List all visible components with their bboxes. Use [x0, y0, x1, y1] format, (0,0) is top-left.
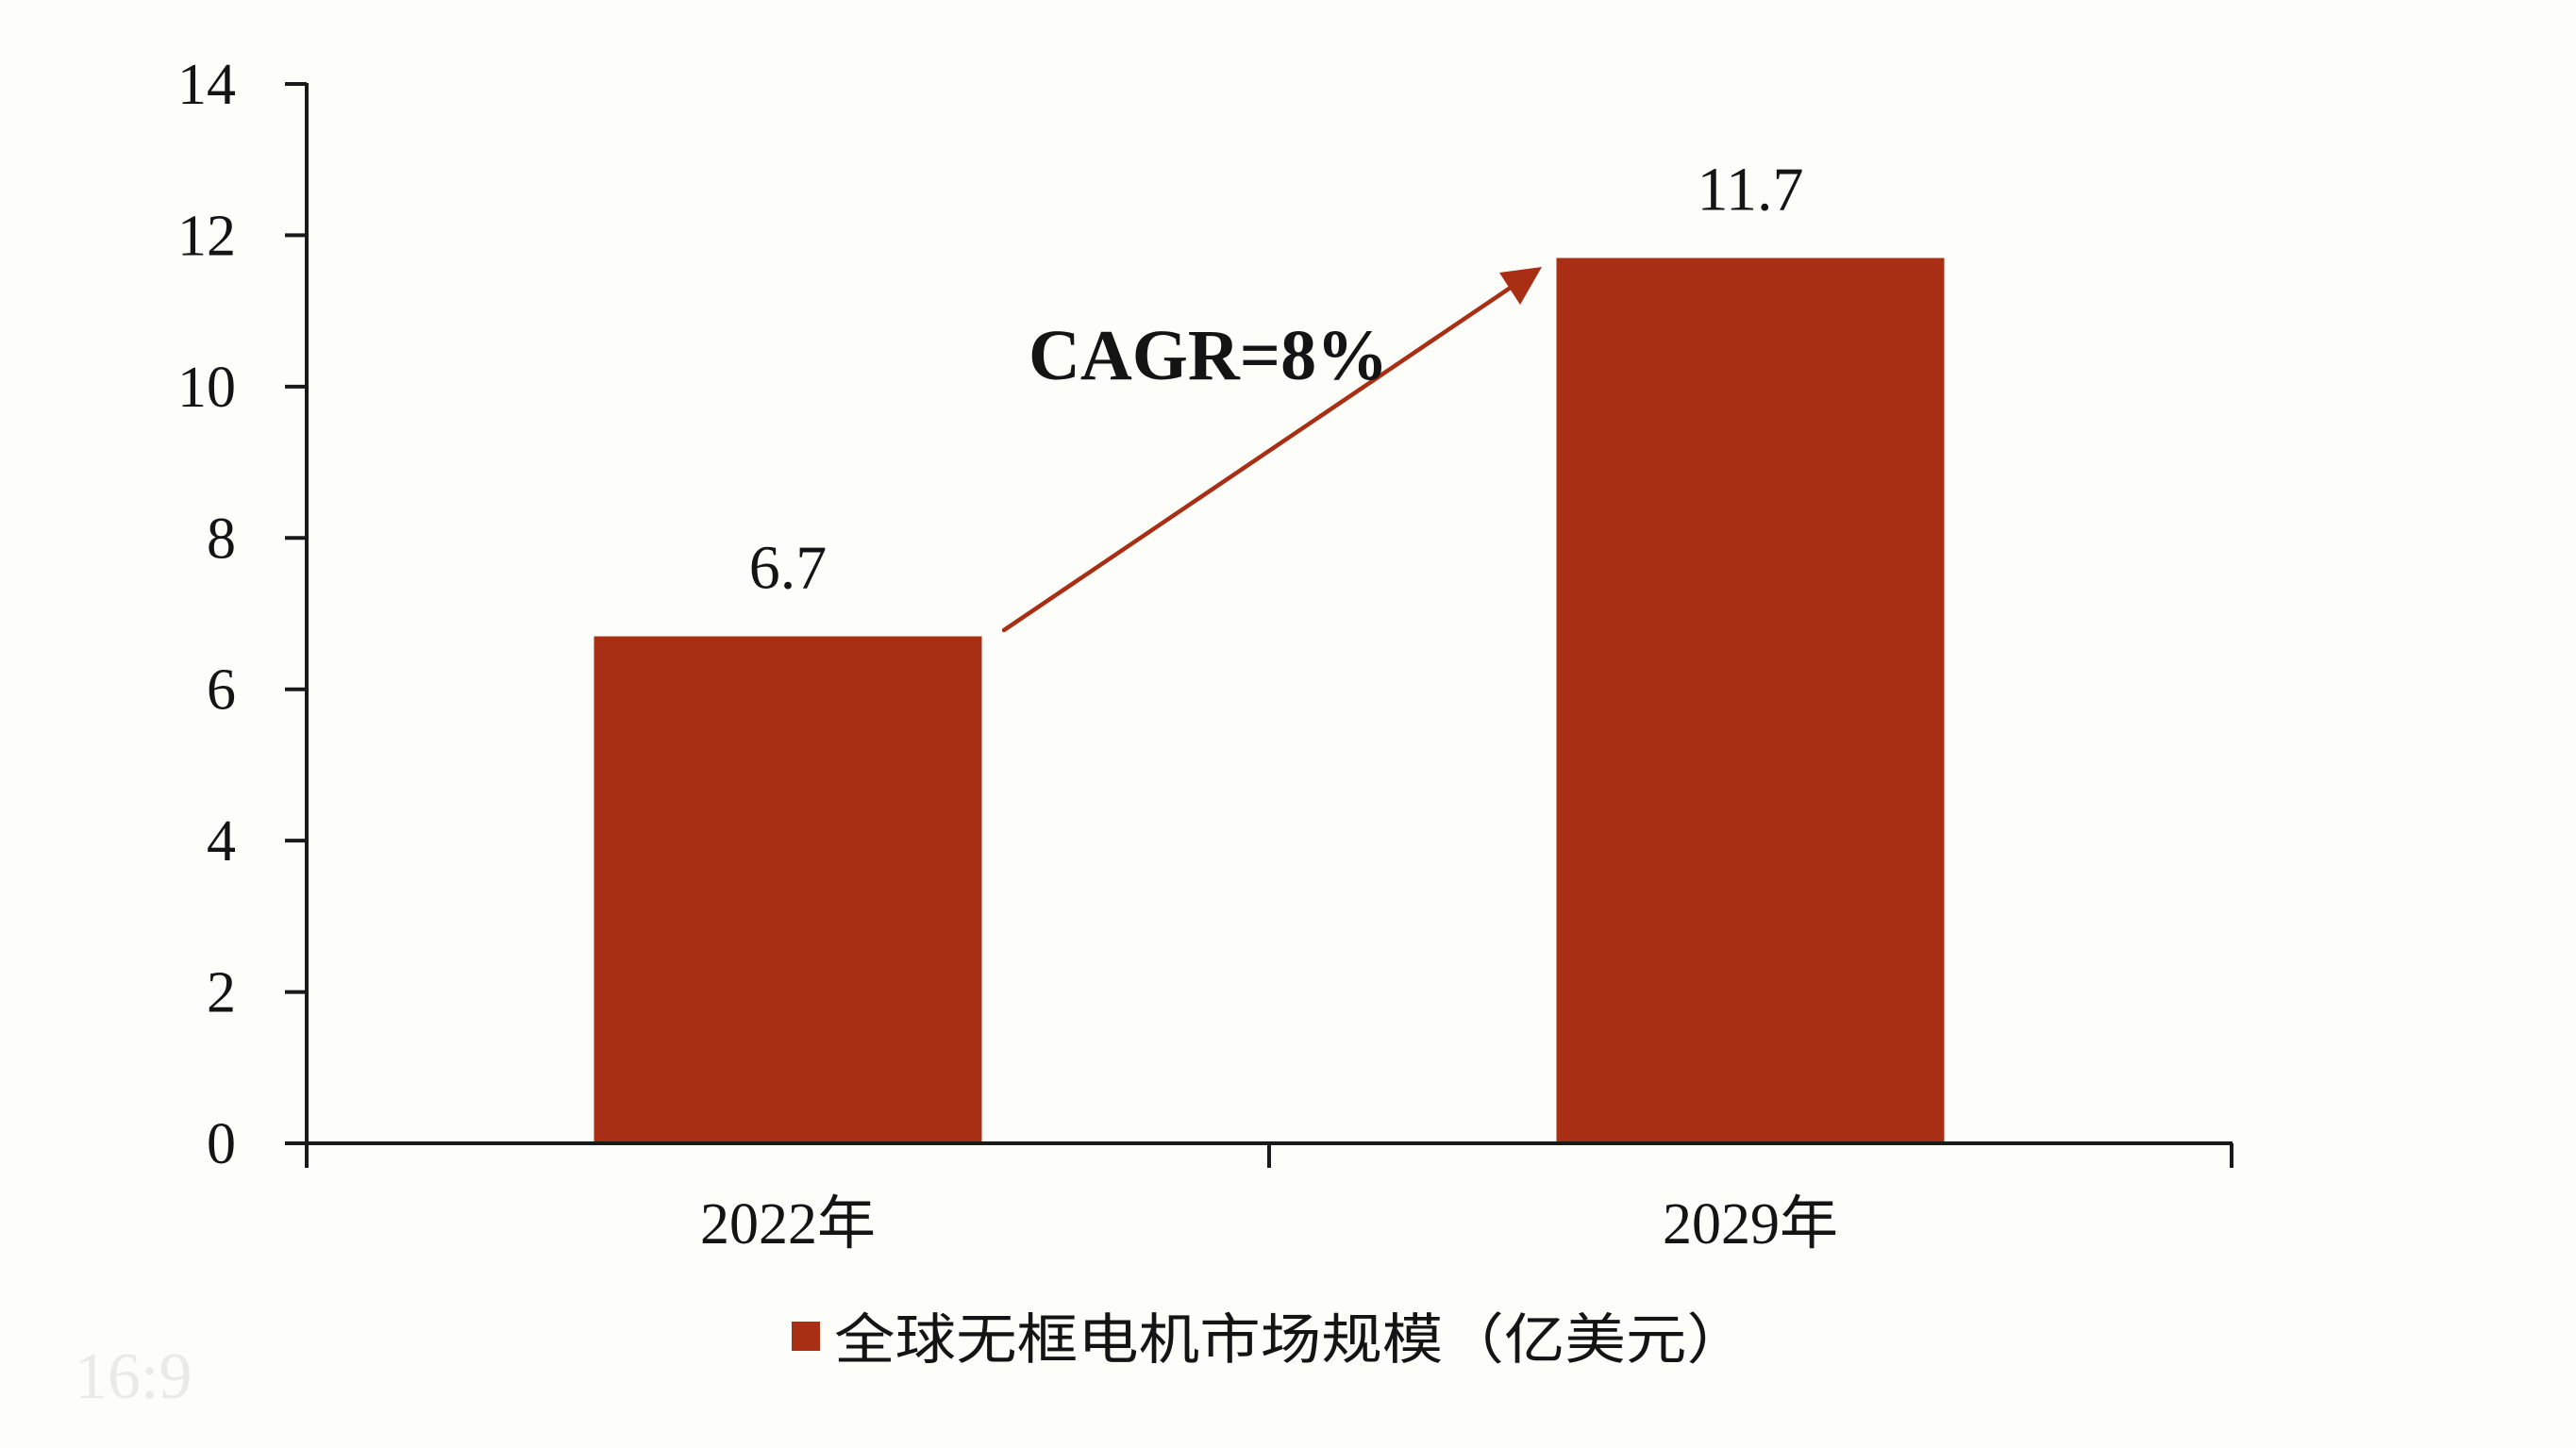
legend: 全球无框电机市场规模（亿美元）: [792, 1307, 1748, 1372]
legend-swatch: [792, 1322, 820, 1351]
bars: [594, 258, 1945, 1141]
axes: [285, 82, 2233, 1168]
y-tick-label: 0: [207, 1112, 236, 1176]
y-axis-labels: 0 2 4 6 8 10 12 14: [177, 53, 236, 1176]
y-tick-label: 14: [177, 53, 236, 117]
y-tick-label: 12: [177, 204, 236, 268]
x-category-label: 2022年: [700, 1192, 876, 1257]
legend-label: 全球无框电机市场规模（亿美元）: [834, 1307, 1748, 1372]
data-labels: 6.7 11.7: [749, 155, 1804, 602]
bar-2029年: [1556, 258, 1945, 1141]
watermark-text: 16:9: [75, 1340, 192, 1413]
bar-2022年: [594, 636, 982, 1141]
y-tick-label: 8: [207, 507, 236, 571]
y-axis-ticks: [285, 82, 307, 1145]
cagr-label: CAGR=8%: [1029, 316, 1388, 395]
data-label: 11.7: [1697, 155, 1803, 224]
x-category-label: 2029年: [1663, 1192, 1838, 1257]
y-tick-label: 4: [207, 809, 236, 874]
y-tick-label: 6: [207, 658, 236, 723]
arrowhead-icon: [1499, 267, 1542, 305]
x-axis-ticks: [305, 1143, 2233, 1168]
y-tick-label: 2: [207, 961, 236, 1025]
y-tick-label: 10: [177, 356, 236, 420]
x-axis-labels: 2022年 2029年: [700, 1192, 1838, 1257]
data-label: 6.7: [749, 534, 828, 603]
cagr-arrow: [1001, 267, 1542, 633]
arrow-shaft: [1001, 280, 1520, 633]
